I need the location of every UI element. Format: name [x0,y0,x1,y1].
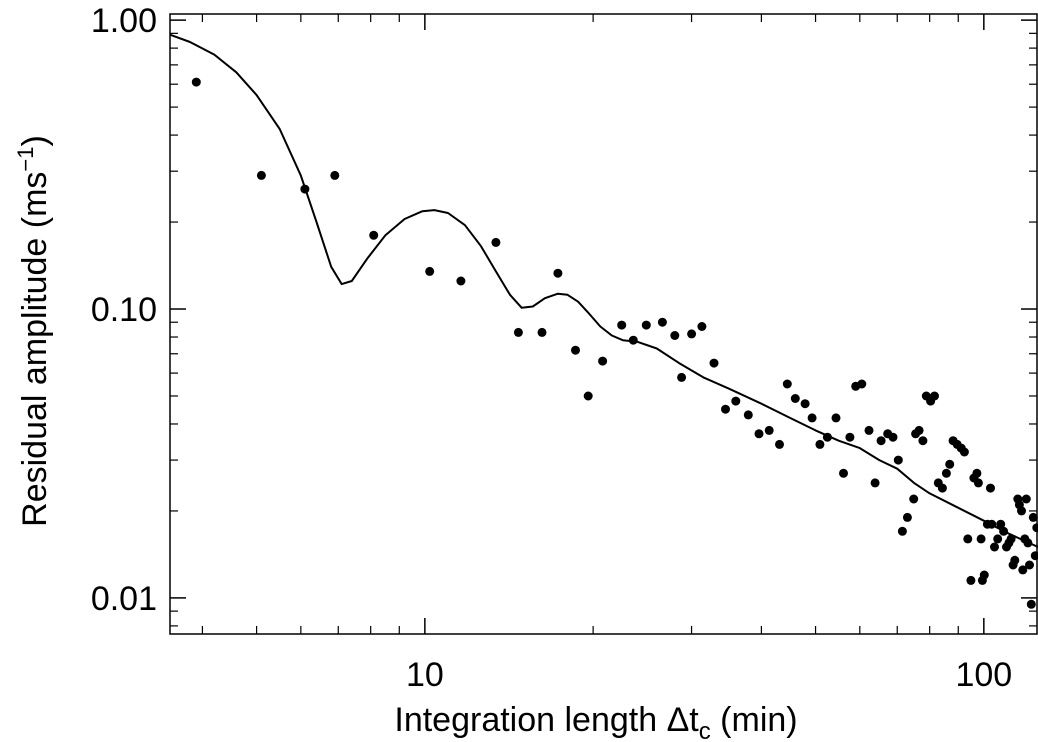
data-point [1023,538,1033,548]
data-point [754,429,764,439]
data-point [256,170,266,180]
data-point [571,345,580,355]
data-point [513,327,523,337]
x-tick-label: 100 [955,656,1012,694]
y-axis-title-close: ) [16,135,54,146]
data-point [598,356,608,366]
data-point [999,526,1009,536]
data-point [641,320,651,330]
x-axis-title: Integration length Δtc (min) [394,701,797,742]
axis-ticks [170,14,1037,634]
data-point [831,413,841,423]
data-point [800,399,810,409]
data-point [790,394,800,403]
data-point [300,184,310,194]
data-point [963,534,973,544]
data-point [1006,534,1016,544]
model-curve [169,33,1038,548]
data-point [191,77,201,87]
data-point [628,335,638,345]
data-point [941,468,951,478]
data-point [709,358,719,368]
data-point [537,327,547,337]
y-tick-label: 0.10 [91,291,157,329]
data-point [972,468,982,478]
plot-border [169,13,1038,635]
data-point [1026,599,1036,609]
data-point [909,494,919,504]
data-point [677,372,687,382]
data-point [876,436,886,446]
data-point [807,413,817,423]
data-point [1032,523,1038,533]
x-axis-title-unit: (min) [711,701,798,739]
data-point [902,512,912,522]
data-point [993,534,1003,544]
plot-frame [169,13,1038,635]
data-point [893,455,903,465]
data-point [583,391,593,401]
data-point [986,483,995,493]
data-point [617,320,627,330]
data-point [839,468,848,478]
data-point [1021,494,1031,504]
data-point [687,329,697,339]
x-tick-label: 10 [406,656,444,694]
data-point [845,432,855,442]
data-point [979,570,989,580]
data-point [976,534,986,544]
model-curve-group [169,33,1038,548]
y-tick-label: 0.01 [91,580,157,618]
data-point [937,483,947,493]
data-point [670,331,680,340]
data-point [456,276,466,286]
data-point [1025,560,1034,570]
data-point [888,432,898,442]
data-point [1017,506,1026,516]
data-point [815,439,825,449]
data-point [857,379,867,389]
data-point [657,317,667,327]
data-point [1028,512,1038,522]
data-point [918,436,928,446]
data-point [697,322,707,331]
data-point [775,439,784,449]
data-point [721,404,730,414]
data-point [743,410,753,420]
data-point [987,519,997,529]
data-point [966,575,976,585]
data-point [945,459,955,469]
data-point [914,425,924,435]
data-point [782,379,792,389]
data-point [996,519,1006,529]
x-axis-title-subscript: c [699,718,711,742]
data-point [930,391,939,401]
data-point [870,478,880,488]
data-point [553,268,563,278]
data-point [864,425,874,435]
data-point [425,266,435,276]
data-point [1030,551,1038,561]
data-point [822,432,832,442]
data-point [897,526,907,536]
data-point [764,425,774,435]
y-tick-label: 1.00 [91,2,157,40]
data-points-group [191,77,1038,609]
data-point [1010,555,1020,565]
tick-labels: 10 100 0.01 0.10 1.00 [91,2,1012,694]
data-point [491,237,501,247]
data-point [369,230,379,240]
y-axis-title: Residual amplitude (ms−1) [13,135,54,527]
data-point [959,447,969,457]
y-axis-title-superscript: −1 [13,146,38,171]
data-point [731,396,741,406]
data-point [990,542,999,552]
data-point [1018,565,1028,575]
data-point [973,478,983,488]
data-point [330,170,340,180]
